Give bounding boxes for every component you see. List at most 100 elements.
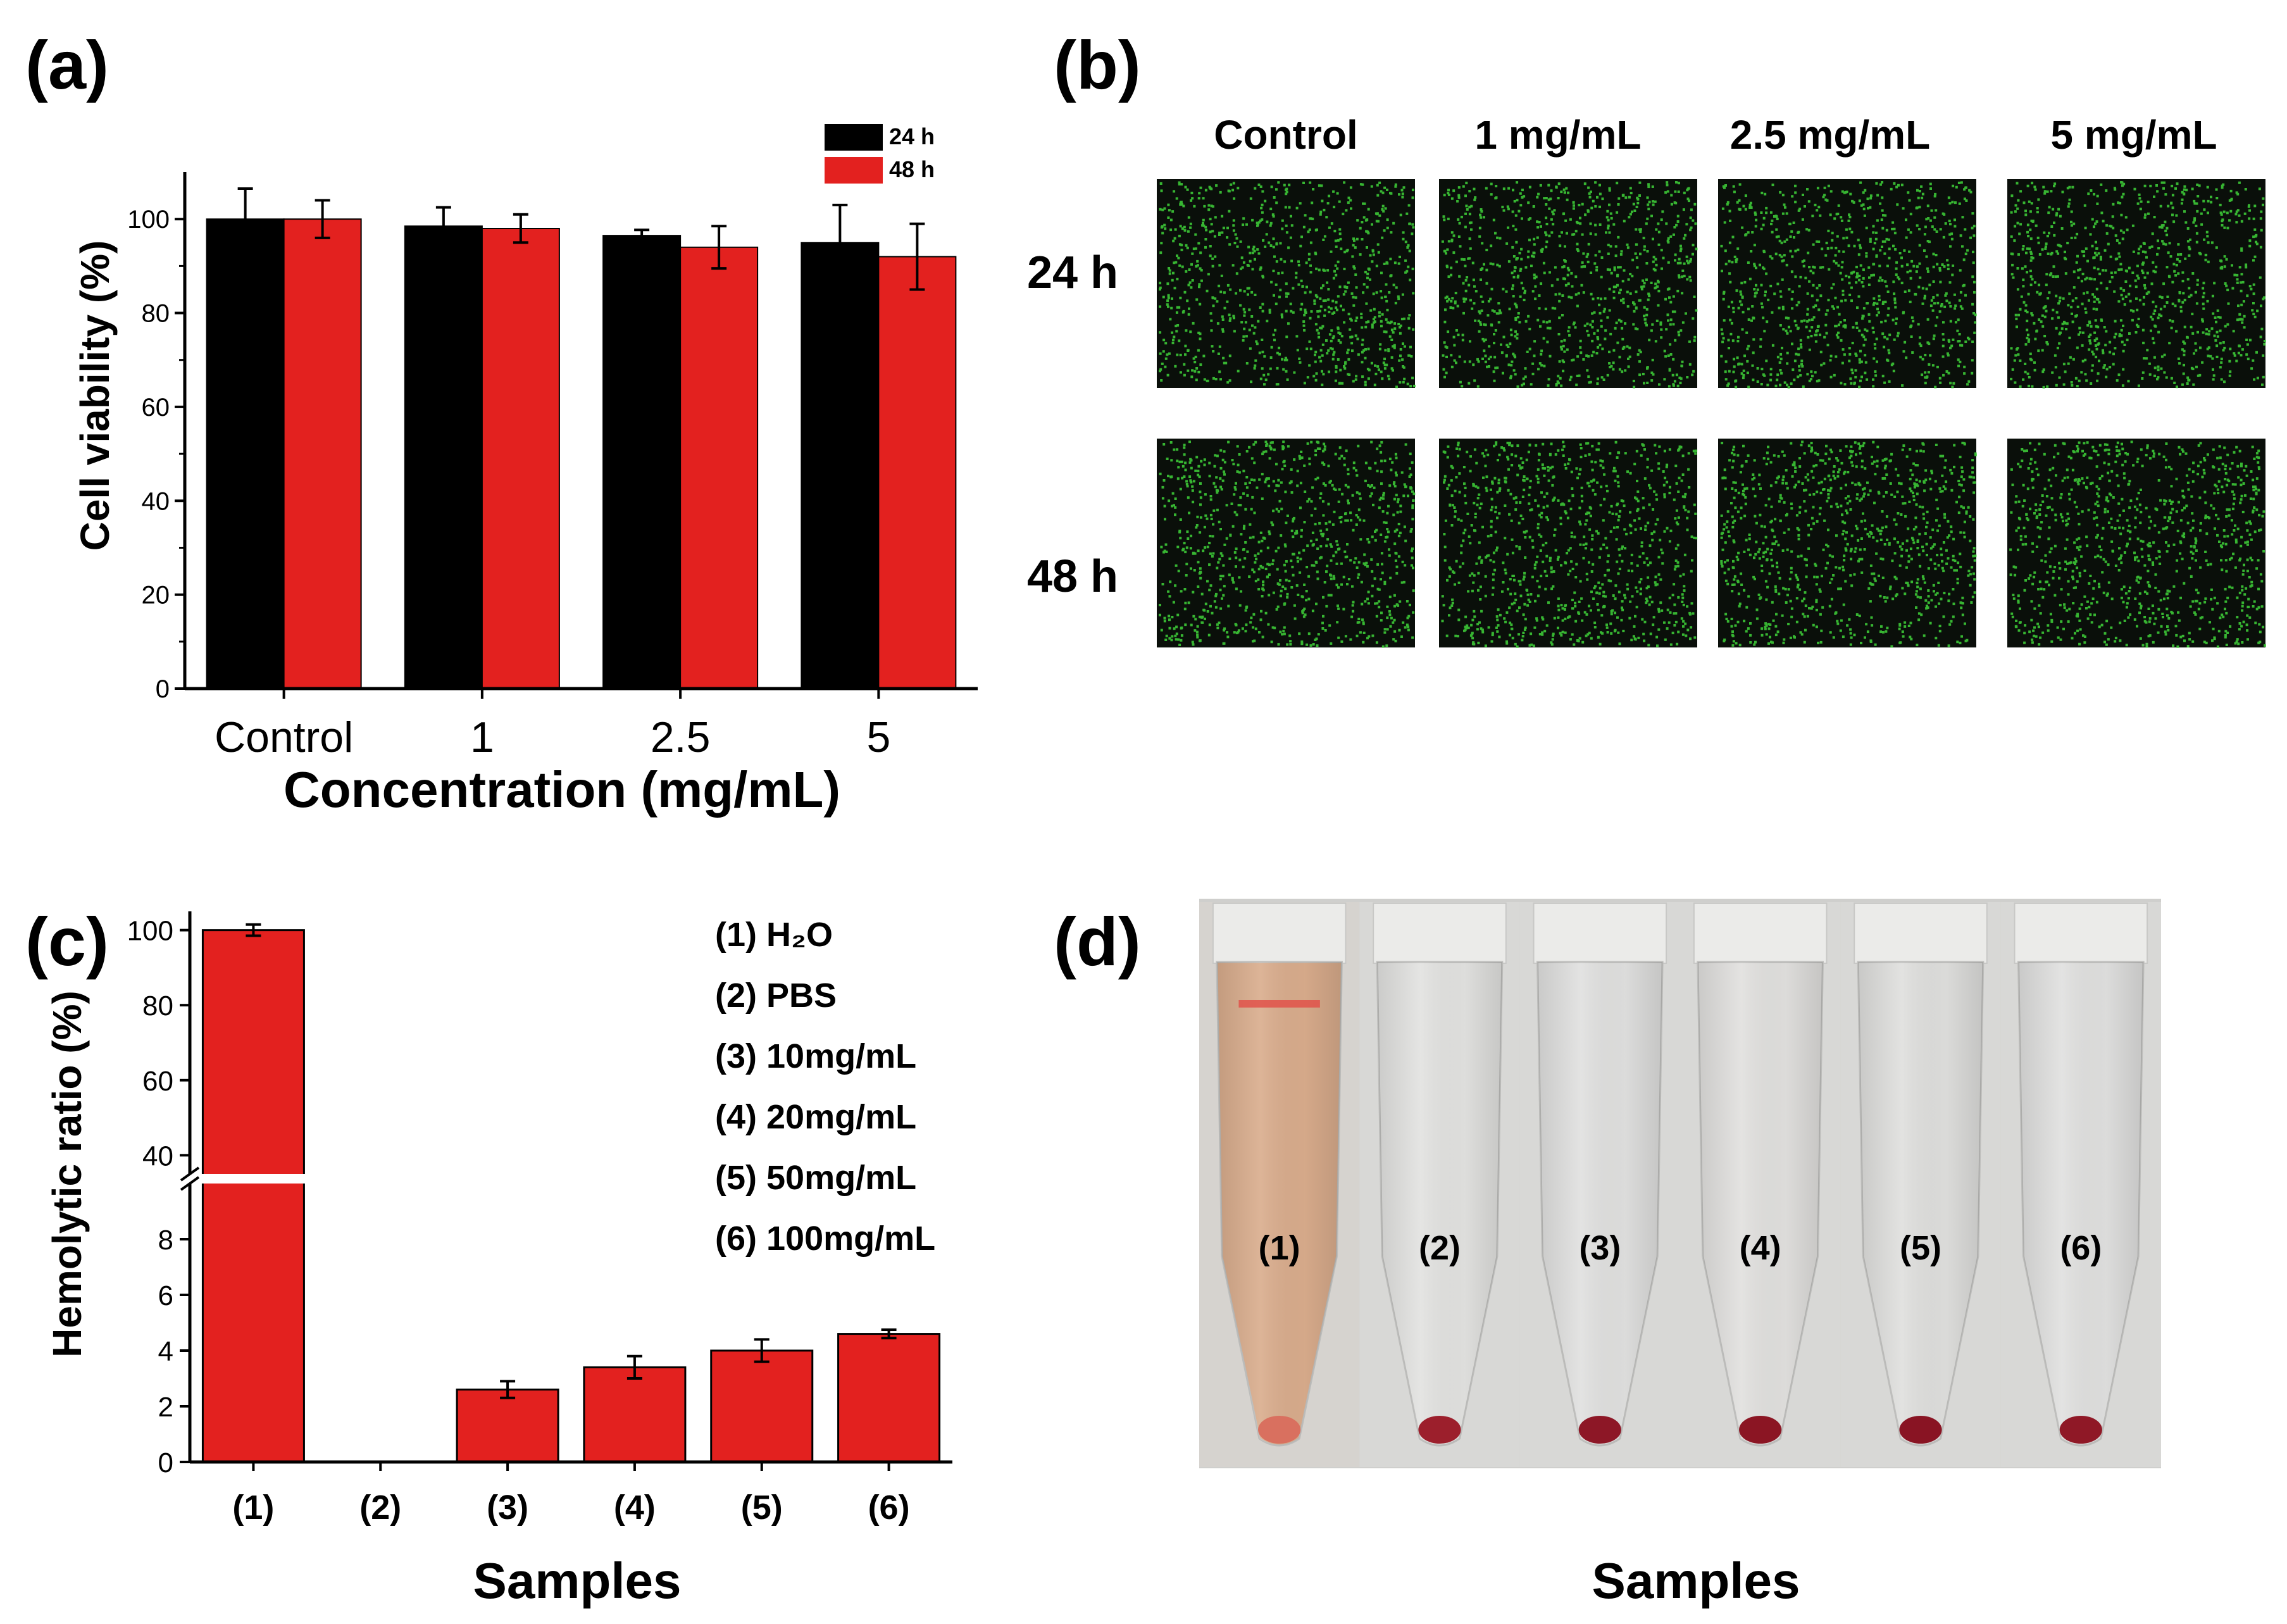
rbc-pellet bbox=[2059, 1416, 2102, 1444]
legend-item: (2) PBS bbox=[715, 977, 837, 1015]
bar-4 bbox=[710, 1349, 814, 1463]
hemolytic-ratio-xlabel: Samples bbox=[473, 1552, 681, 1609]
fluorescence-image-grid: Control 1 mg/mL 2.5 mg/mL 5 mg/mL 24 h 4… bbox=[1027, 112, 2266, 648]
y-tick-label: 80 bbox=[142, 300, 170, 328]
axis-break-gap bbox=[171, 1174, 323, 1184]
cell-viability-axes: Control 1 2.5 5 0 20 40 60 80 100 bbox=[127, 172, 978, 761]
bar-0 bbox=[201, 929, 305, 1463]
fluorescence-image-24h-0 bbox=[1157, 179, 1416, 389]
tube-label: (5) bbox=[1900, 1229, 1941, 1267]
fluorescence-image-48h-0 bbox=[1157, 439, 1416, 648]
tube-label: (6) bbox=[2060, 1229, 2102, 1267]
tube-cap bbox=[1533, 903, 1667, 964]
cell-dots bbox=[1159, 181, 1416, 389]
tube-label: (3) bbox=[1579, 1229, 1621, 1267]
tube-cap bbox=[2014, 903, 2148, 964]
hemolytic-ratio-ylabel: Hemolytic ratio (%) bbox=[44, 990, 90, 1358]
y-tick-label: 4 bbox=[158, 1336, 173, 1367]
x-tick-label: (5) bbox=[741, 1489, 783, 1527]
rbc-pellet bbox=[1418, 1416, 1461, 1444]
bar-48h-0 bbox=[283, 218, 362, 689]
tube-cap bbox=[1854, 903, 1988, 964]
tube-shading bbox=[1377, 962, 1502, 1446]
y-tick-label: 0 bbox=[158, 1447, 173, 1478]
fluorescence-images bbox=[1157, 179, 2266, 648]
bar-48h-1 bbox=[481, 228, 560, 689]
panel-label-c: (c) bbox=[25, 903, 109, 980]
tube-cap bbox=[1212, 903, 1347, 964]
bar-48h-3 bbox=[878, 256, 957, 689]
tube-label: (2) bbox=[1419, 1229, 1461, 1267]
y-tick-label: 0 bbox=[156, 675, 170, 703]
rbc-pellet bbox=[1739, 1416, 1782, 1444]
cell-dots bbox=[2009, 440, 2266, 648]
fluorescence-image-24h-3 bbox=[2007, 179, 2266, 389]
y-tick-label: 8 bbox=[158, 1225, 173, 1256]
x-tick-label: (6) bbox=[868, 1489, 910, 1527]
x-tick-label: (4) bbox=[614, 1489, 656, 1527]
column-header-control: Control bbox=[1214, 112, 1358, 158]
bar-5 bbox=[837, 1333, 941, 1463]
cell-dots bbox=[1159, 440, 1416, 648]
tube-shading bbox=[1858, 962, 1983, 1446]
y-tick-label: 20 bbox=[142, 582, 170, 609]
legend-swatch bbox=[825, 157, 883, 184]
rbc-pellet bbox=[1899, 1416, 1942, 1444]
legend-item: (6) 100mg/mL bbox=[715, 1220, 935, 1258]
cell-dots bbox=[1720, 181, 1977, 389]
x-tick-label: 5 bbox=[866, 713, 890, 761]
bar-24h-2 bbox=[602, 235, 682, 689]
fluorescence-image-48h-1 bbox=[1439, 439, 1698, 648]
y-tick-label: 100 bbox=[127, 916, 173, 947]
cell-viability-legend: 24 h 48 h bbox=[825, 123, 935, 184]
bar-24h-3 bbox=[801, 242, 880, 690]
bar-3 bbox=[583, 1366, 687, 1463]
tube-2: (2) bbox=[1359, 902, 1520, 1467]
cell-viability-chart: Control 1 2.5 5 0 20 40 60 80 100 24 h 48 h Cell v… bbox=[72, 123, 978, 818]
rbc-pellet bbox=[1258, 1416, 1301, 1444]
y-tick-label: 60 bbox=[142, 1066, 173, 1097]
y-tick-label: 40 bbox=[142, 487, 170, 515]
row-header-24h: 24 h bbox=[1027, 247, 1118, 298]
y-tick-label: 2 bbox=[158, 1392, 173, 1423]
axis-break-mark bbox=[180, 1166, 200, 1182]
legend-item: (4) 20mg/mL bbox=[715, 1098, 916, 1136]
legend-label: 24 h bbox=[889, 123, 935, 149]
y-tick-label: 6 bbox=[158, 1280, 173, 1311]
cell-viability-ylabel: Cell viability (%) bbox=[72, 240, 118, 551]
column-header-1mg: 1 mg/mL bbox=[1474, 112, 1641, 158]
panel-label-a: (a) bbox=[25, 27, 109, 103]
cell-viability-xlabel: Concentration (mg/mL) bbox=[284, 761, 840, 818]
cell-dots bbox=[1441, 181, 1698, 389]
tube-3: (3) bbox=[1519, 902, 1680, 1467]
hemolytic-ratio-chart: (1) (2) (3) (4) (5) (6) 0 2 4 6 8 40 60 80 100 (1) H₂O… bbox=[44, 911, 952, 1609]
column-header-5mg: 5 mg/mL bbox=[2050, 112, 2217, 158]
image-background bbox=[1157, 439, 1415, 647]
x-tick-label: (3) bbox=[487, 1489, 528, 1527]
legend-item: (1) H₂O bbox=[715, 916, 833, 954]
x-tick-label: 2.5 bbox=[651, 713, 711, 761]
x-tick-label: 1 bbox=[470, 713, 494, 761]
cell-dots bbox=[1720, 440, 1977, 648]
fluorescence-image-24h-2 bbox=[1718, 179, 1977, 389]
legend-swatch bbox=[825, 124, 883, 151]
tube-1: (1) bbox=[1199, 902, 1360, 1467]
panel-label-b: (b) bbox=[1054, 27, 1141, 103]
column-header-2-5mg: 2.5 mg/mL bbox=[1730, 112, 1931, 158]
fluorescence-image-48h-2 bbox=[1718, 439, 1977, 648]
legend-item: (5) 50mg/mL bbox=[715, 1159, 916, 1197]
x-tick-label: Control bbox=[215, 713, 353, 761]
bar-24h-0 bbox=[206, 218, 285, 689]
tube-shading bbox=[2018, 962, 2144, 1446]
panel-label-d: (d) bbox=[1054, 903, 1141, 980]
x-tick-label: (2) bbox=[359, 1489, 401, 1527]
tube-4: (4) bbox=[1680, 902, 1841, 1467]
image-background bbox=[1718, 179, 1976, 388]
cell-viability-bars bbox=[206, 187, 957, 690]
tube-6: (6) bbox=[2000, 902, 2161, 1467]
axis-break-mark bbox=[180, 1176, 200, 1191]
hemolytic-ratio-axes: (1) (2) (3) (4) (5) (6) 0 2 4 6 8 40 60 80 100 bbox=[127, 911, 952, 1527]
hemolytic-ratio-legend: (1) H₂O (2) PBS (3) 10mg/mL (4) 20mg/mL (5) … bbox=[715, 916, 935, 1258]
row-header-48h: 48 h bbox=[1027, 551, 1118, 602]
y-tick-label: 60 bbox=[142, 394, 170, 422]
